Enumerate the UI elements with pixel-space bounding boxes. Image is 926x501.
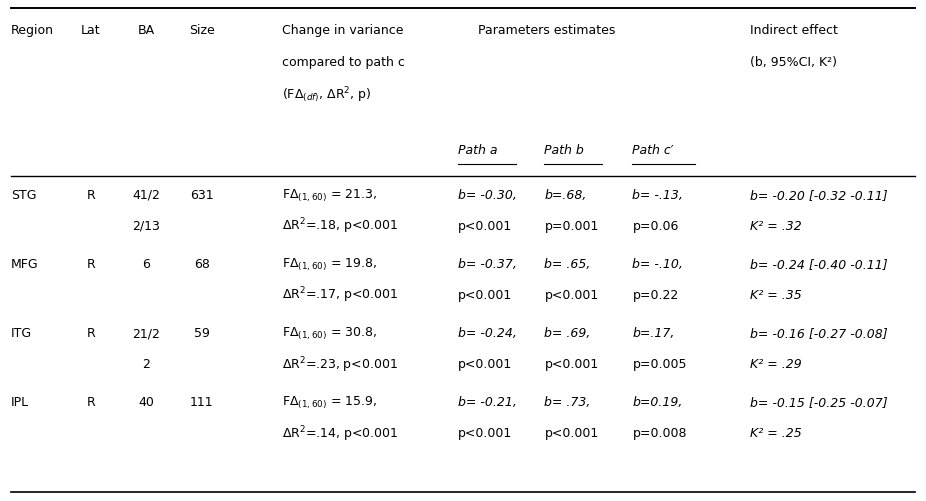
Text: p<0.001: p<0.001: [458, 289, 513, 302]
Text: BA: BA: [138, 24, 155, 37]
Text: b=.17,: b=.17,: [632, 327, 675, 340]
Text: p=0.22: p=0.22: [632, 289, 679, 302]
Text: 111: 111: [190, 396, 214, 409]
Text: 41/2: 41/2: [132, 189, 160, 202]
Text: $\Delta$R$^2$=.18, p<0.001: $\Delta$R$^2$=.18, p<0.001: [282, 216, 399, 236]
Text: b= -0.30,: b= -0.30,: [458, 189, 518, 202]
Text: p<0.001: p<0.001: [544, 289, 599, 302]
Text: b= -0.37,: b= -0.37,: [458, 258, 518, 271]
Text: ITG: ITG: [11, 327, 32, 340]
Text: 631: 631: [190, 189, 214, 202]
Text: R: R: [86, 189, 95, 202]
Text: Path a: Path a: [458, 144, 498, 157]
Text: p=0.06: p=0.06: [632, 220, 679, 233]
Text: b= -0.20 [-0.32 -0.11]: b= -0.20 [-0.32 -0.11]: [750, 189, 888, 202]
Text: F$\Delta_{(1,60)}$ = 15.9,: F$\Delta_{(1,60)}$ = 15.9,: [282, 395, 378, 411]
Text: F$\Delta_{(1,60)}$ = 21.3,: F$\Delta_{(1,60)}$ = 21.3,: [282, 187, 378, 203]
Text: compared to path c: compared to path c: [282, 56, 406, 69]
Text: p=0.005: p=0.005: [632, 358, 687, 371]
Text: Lat: Lat: [81, 24, 101, 37]
Text: STG: STG: [11, 189, 37, 202]
Text: 59: 59: [194, 327, 210, 340]
Text: IPL: IPL: [11, 396, 30, 409]
Text: R: R: [86, 327, 95, 340]
Text: b= .65,: b= .65,: [544, 258, 591, 271]
Text: Change in variance: Change in variance: [282, 24, 404, 37]
Text: 40: 40: [138, 396, 155, 409]
Text: p=0.008: p=0.008: [632, 427, 687, 440]
Text: b= -0.16 [-0.27 -0.08]: b= -0.16 [-0.27 -0.08]: [750, 327, 888, 340]
Text: R: R: [86, 396, 95, 409]
Text: p<0.001: p<0.001: [458, 358, 513, 371]
Text: Parameters estimates: Parameters estimates: [478, 24, 615, 37]
Text: $\Delta$R$^2$=.17, p<0.001: $\Delta$R$^2$=.17, p<0.001: [282, 286, 399, 306]
Text: b= -0.21,: b= -0.21,: [458, 396, 518, 409]
Text: (F$\Delta_{(df)}$, $\Delta$R$^2$, p): (F$\Delta_{(df)}$, $\Delta$R$^2$, p): [282, 85, 372, 105]
Text: p<0.001: p<0.001: [458, 220, 513, 233]
Text: b= -.10,: b= -.10,: [632, 258, 683, 271]
Text: b= -0.24 [-0.40 -0.11]: b= -0.24 [-0.40 -0.11]: [750, 258, 888, 271]
Text: Path c′: Path c′: [632, 144, 674, 157]
Text: Region: Region: [11, 24, 54, 37]
Text: F$\Delta_{(1,60)}$ = 19.8,: F$\Delta_{(1,60)}$ = 19.8,: [282, 257, 377, 273]
Text: R: R: [86, 258, 95, 271]
Text: p<0.001: p<0.001: [458, 427, 513, 440]
Text: K² = .25: K² = .25: [750, 427, 802, 440]
Text: 68: 68: [194, 258, 210, 271]
Text: 6: 6: [143, 258, 150, 271]
Text: b= -.13,: b= -.13,: [632, 189, 683, 202]
Text: 2/13: 2/13: [132, 220, 160, 233]
Text: b= .73,: b= .73,: [544, 396, 591, 409]
Text: b= .69,: b= .69,: [544, 327, 591, 340]
Text: p<0.001: p<0.001: [544, 358, 599, 371]
Text: b= -0.15 [-0.25 -0.07]: b= -0.15 [-0.25 -0.07]: [750, 396, 888, 409]
Text: Path b: Path b: [544, 144, 584, 157]
Text: Indirect effect: Indirect effect: [750, 24, 838, 37]
Text: 2: 2: [143, 358, 150, 371]
Text: K² = .29: K² = .29: [750, 358, 802, 371]
Text: MFG: MFG: [11, 258, 39, 271]
Text: 21/2: 21/2: [132, 327, 160, 340]
Text: (b, 95%CI, K²): (b, 95%CI, K²): [750, 56, 837, 69]
Text: $\Delta$R$^2$=.14, p<0.001: $\Delta$R$^2$=.14, p<0.001: [282, 424, 399, 444]
Text: b= -0.24,: b= -0.24,: [458, 327, 518, 340]
Text: $\Delta$R$^2$=.23, p<0.001: $\Delta$R$^2$=.23, p<0.001: [282, 355, 398, 375]
Text: b=0.19,: b=0.19,: [632, 396, 682, 409]
Text: b=.68,: b=.68,: [544, 189, 587, 202]
Text: p=0.001: p=0.001: [544, 220, 599, 233]
Text: p<0.001: p<0.001: [544, 427, 599, 440]
Text: K² = .32: K² = .32: [750, 220, 802, 233]
Text: Size: Size: [189, 24, 215, 37]
Text: F$\Delta_{(1,60)}$ = 30.8,: F$\Delta_{(1,60)}$ = 30.8,: [282, 326, 377, 342]
Text: K² = .35: K² = .35: [750, 289, 802, 302]
